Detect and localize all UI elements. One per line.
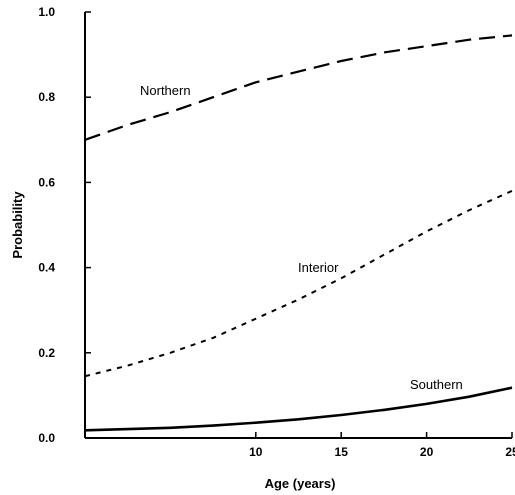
x-axis-title: Age (years) bbox=[265, 476, 336, 491]
x-tick-label: 25 bbox=[505, 445, 515, 459]
y-tick-label: 0.8 bbox=[38, 90, 55, 104]
series-line-southern bbox=[84, 386, 513, 432]
series-label-interior: Interior bbox=[298, 260, 339, 275]
y-axis-title: Probability bbox=[10, 191, 25, 259]
series-label-southern: Southern bbox=[410, 377, 463, 392]
x-tick-label: 20 bbox=[420, 445, 434, 459]
x-tick-label: 15 bbox=[335, 445, 349, 459]
series-labels: Northern Interior Southern bbox=[140, 83, 463, 392]
y-tick-label: 0.2 bbox=[38, 346, 55, 360]
y-tick-label: 1.0 bbox=[38, 5, 55, 19]
series-label-northern: Northern bbox=[140, 83, 191, 98]
ticks: 0.0 0.2 0.4 0.6 0.8 1.0 10 15 20 25 bbox=[38, 5, 515, 459]
axes bbox=[84, 12, 512, 439]
y-tick-label: 0.0 bbox=[38, 431, 55, 445]
x-tick-label: 10 bbox=[249, 445, 263, 459]
series-line-interior bbox=[84, 189, 513, 378]
series-lines bbox=[84, 34, 513, 432]
series-line-northern bbox=[84, 34, 513, 141]
y-tick-label: 0.4 bbox=[38, 261, 55, 275]
y-tick-label: 0.6 bbox=[38, 175, 55, 189]
